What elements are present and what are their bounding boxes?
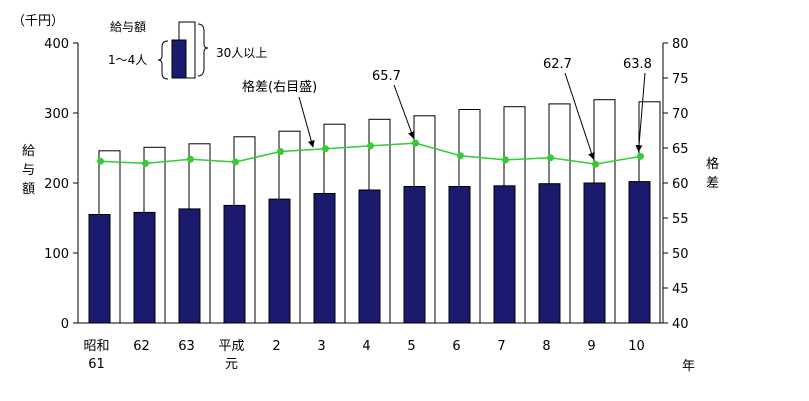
legend-gap-pointer	[298, 96, 315, 148]
x-tick-label: 9	[587, 339, 595, 354]
x-tick-label: 61	[88, 357, 105, 372]
y-tick-label: 0	[61, 317, 69, 332]
y-unit-label: （千円）	[12, 14, 64, 29]
legend-gap-label: 格差(右目盛)	[242, 79, 317, 95]
annotation-label: 62.7	[543, 57, 572, 72]
y-tick-label: 200	[44, 177, 69, 192]
bar-small	[268, 198, 291, 324]
gap-point	[502, 156, 509, 164]
x-tick-label: 10	[628, 339, 645, 354]
gap-point	[637, 152, 644, 160]
y-tick-label: 400	[44, 37, 69, 52]
x-tick-label: 7	[497, 339, 505, 354]
x-tick-label: 2	[272, 339, 280, 354]
x-tick-label: 63	[178, 339, 195, 354]
x-tick-label: 5	[407, 339, 415, 354]
x-tick-label: 平成	[218, 339, 244, 354]
x-tick-label: 8	[542, 339, 550, 354]
y2-tick-label: 40	[672, 317, 689, 332]
gap-point	[277, 148, 284, 155]
x-axis-unit: 年	[682, 359, 695, 374]
y-axis-title: 給与額	[22, 144, 35, 197]
gap-point	[412, 139, 419, 147]
bar-small	[403, 186, 426, 324]
bar-small	[358, 189, 381, 324]
legend-swatch-small	[171, 39, 187, 79]
annotation-arrow	[635, 72, 646, 153]
y-axis-ticks: 0 100 200 300 400	[44, 37, 78, 332]
x-tick-label: 昭和	[83, 339, 109, 354]
annotation-label: 65.7	[372, 69, 401, 84]
bar-small	[313, 193, 336, 324]
x-tick-label: 6	[452, 339, 460, 354]
legend-title: 給与額	[110, 20, 146, 34]
y2-tick-label: 70	[672, 107, 689, 122]
annotation-arrow	[393, 84, 415, 139]
bar-small	[223, 204, 246, 324]
x-tick-label: 4	[362, 339, 370, 354]
bar-small	[493, 185, 516, 324]
gap-point	[367, 142, 374, 150]
y2-title-char: 差	[706, 176, 719, 191]
gap-point	[547, 154, 554, 162]
y2-tick-label: 80	[672, 37, 689, 52]
bar-small	[448, 186, 471, 324]
x-tick-label: 62	[133, 339, 150, 354]
gap-point	[187, 155, 194, 163]
bar-small	[538, 183, 561, 324]
y2-tick-label: 55	[672, 212, 689, 227]
bar-small	[88, 214, 111, 324]
legend-brace-left	[157, 40, 169, 80]
bar-small	[133, 211, 156, 324]
y2-tick-label: 50	[672, 247, 689, 262]
x-axis-labels: 昭和 61 62 63 平成元 2 3 4 5 6 7 8 9 10	[83, 339, 644, 372]
bars-small	[88, 181, 651, 324]
gap-point	[142, 159, 149, 167]
y2-tick-label: 45	[672, 282, 689, 297]
gap-series	[97, 139, 644, 168]
y-title-char: 額	[22, 182, 35, 197]
y-tick-label: 100	[44, 247, 69, 262]
annotation-arrow	[564, 72, 595, 160]
gap-point	[232, 158, 239, 166]
y-tick-label: 300	[44, 107, 69, 122]
gap-point	[592, 160, 599, 168]
legend-brace-right	[197, 23, 209, 77]
x-tick-label: 元	[225, 357, 238, 372]
y2-tick-label: 60	[672, 177, 689, 192]
y-title-char: 与	[22, 163, 35, 178]
y2-title-char: 格	[706, 156, 719, 172]
annotation-label: 63.8	[623, 57, 652, 72]
gap-point	[457, 152, 464, 160]
legend-small-label: 1～4人	[108, 53, 147, 67]
bar-small	[583, 182, 606, 324]
bar-small	[178, 208, 201, 324]
gap-point	[97, 157, 104, 165]
legend: 給与額 1～4人 30人以上 格差(右目盛)	[108, 20, 317, 148]
y2-tick-label: 65	[672, 142, 689, 157]
x-tick-label: 3	[317, 339, 325, 354]
y2-axis-ticks: 40 45 50 55 60 65 70 75 80	[663, 37, 689, 332]
y2-axis-title: 格差	[706, 156, 719, 191]
y2-tick-label: 75	[672, 72, 689, 87]
y-title-char: 給	[22, 144, 35, 159]
annotations: 65.7 62.7 63.8	[372, 57, 652, 160]
legend-large-label: 30人以上	[216, 46, 267, 60]
gap-point	[322, 145, 329, 153]
bar-small	[628, 181, 651, 324]
